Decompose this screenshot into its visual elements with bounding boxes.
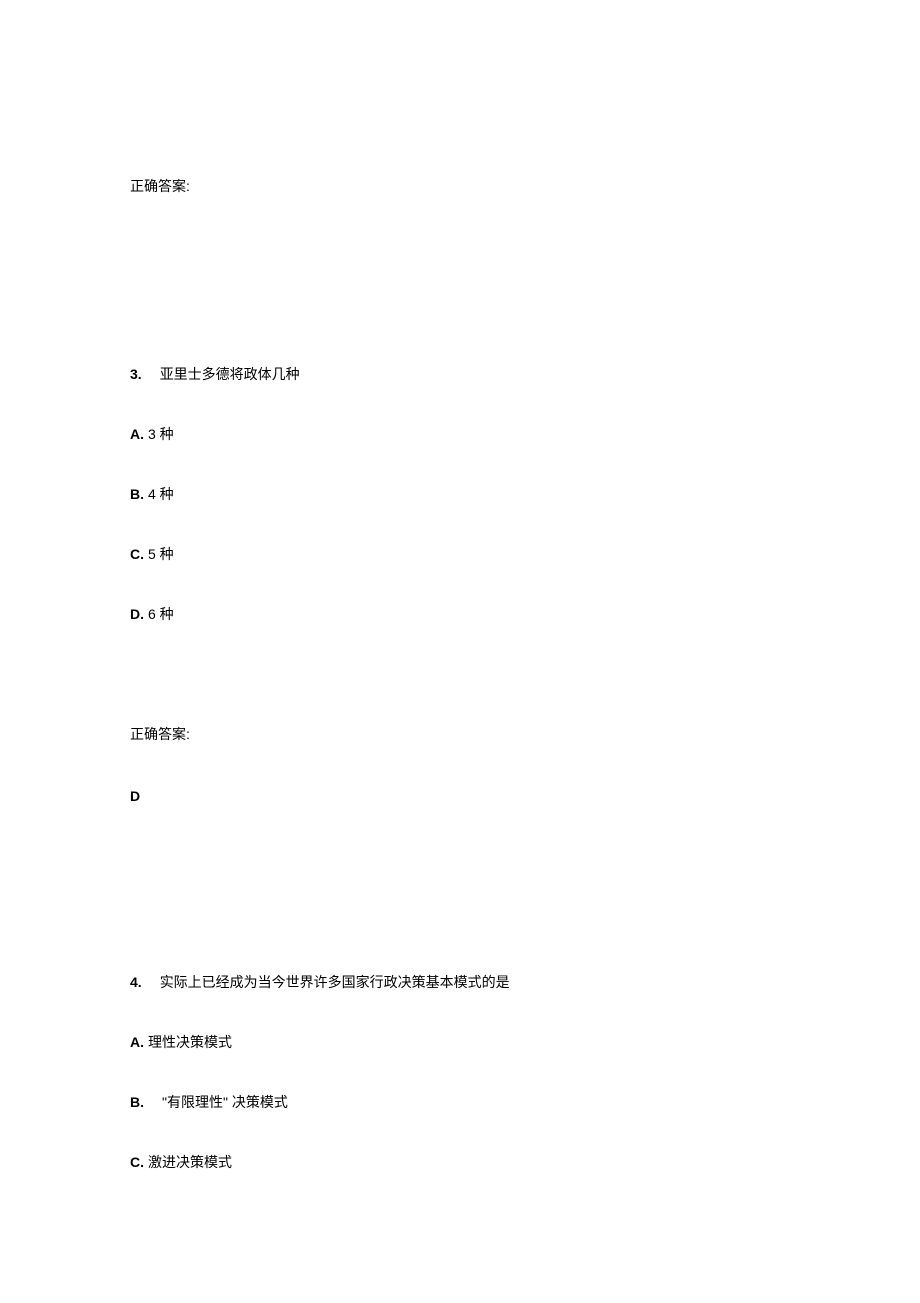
question-4-block: 4. 实际上已经成为当今世界许多国家行政决策基本模式的是 A.理性决策模式 B. "… bbox=[130, 972, 790, 1172]
question-3-content: 亚里士多德将政体几种 bbox=[160, 366, 300, 382]
option-3d: D.6 种 bbox=[130, 604, 790, 624]
option-3c-letter: C. bbox=[130, 546, 144, 562]
option-3a-letter: A. bbox=[130, 426, 144, 442]
question-3-block: 3. 亚里士多德将政体几种 A.3 种 B.4 种 C.5 种 D.6 种 正确答… bbox=[130, 364, 790, 804]
question-4-number: 4. bbox=[130, 974, 142, 990]
option-4a-letter: A. bbox=[130, 1034, 144, 1050]
option-4b-letter: B. bbox=[130, 1094, 144, 1110]
answer-3-section: 正确答案: D bbox=[130, 724, 790, 804]
option-3b: B.4 种 bbox=[130, 484, 790, 504]
option-4b: B. "有限理性" 决策模式 bbox=[130, 1092, 790, 1112]
question-3-number: 3. bbox=[130, 366, 142, 382]
option-3a: A.3 种 bbox=[130, 424, 790, 444]
option-4a-text: 理性决策模式 bbox=[148, 1034, 232, 1050]
option-4b-text: "有限理性" 决策模式 bbox=[162, 1094, 288, 1110]
option-3b-text: 4 种 bbox=[148, 486, 174, 502]
option-3d-letter: D. bbox=[130, 606, 144, 622]
question-4-content: 实际上已经成为当今世界许多国家行政决策基本模式的是 bbox=[160, 974, 510, 990]
answer-3-label: 正确答案: bbox=[130, 724, 790, 744]
option-3d-text: 6 种 bbox=[148, 606, 174, 622]
option-3c: C.5 种 bbox=[130, 544, 790, 564]
question-4-text: 4. 实际上已经成为当今世界许多国家行政决策基本模式的是 bbox=[130, 972, 790, 992]
option-4c-text: 激进决策模式 bbox=[148, 1154, 232, 1170]
option-3b-letter: B. bbox=[130, 486, 144, 502]
option-4a: A.理性决策模式 bbox=[130, 1032, 790, 1052]
option-3c-text: 5 种 bbox=[148, 546, 174, 562]
option-4c-letter: C. bbox=[130, 1154, 144, 1170]
answer-3-value: D bbox=[130, 788, 790, 804]
answer-label-prev: 正确答案: bbox=[130, 176, 790, 196]
question-3-text: 3. 亚里士多德将政体几种 bbox=[130, 364, 790, 384]
option-4c: C.激进决策模式 bbox=[130, 1152, 790, 1172]
option-3a-text: 3 种 bbox=[148, 426, 174, 442]
